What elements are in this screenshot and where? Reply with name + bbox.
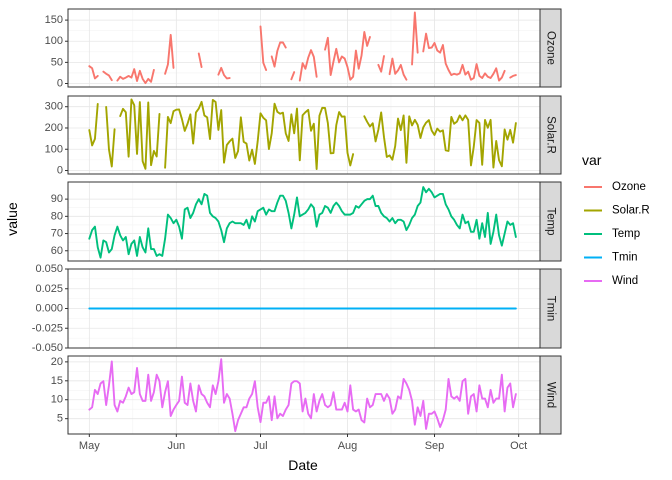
x-tick-label: Aug	[338, 440, 358, 452]
x-tick-label: Sep	[425, 440, 445, 452]
legend-item-ozone: Ozone	[582, 176, 646, 198]
legend-title: var	[582, 152, 602, 168]
legend-item-tmin: Tmin	[582, 246, 638, 269]
y-tick-label: -0.025	[32, 322, 63, 334]
y-tick-label: 50	[51, 56, 63, 68]
x-axis-title: Date	[288, 457, 318, 473]
x-tick-label: Oct	[510, 440, 527, 452]
facet-panel-temp: Temp 60 70 80 90	[51, 181, 562, 262]
y-tick-label: 150	[45, 14, 63, 26]
facet-strip-label: Solar.R	[545, 116, 557, 154]
legend-item-wind: Wind	[582, 270, 638, 292]
x-axis: May Jun Jul Aug Sep Oct	[79, 434, 527, 452]
series-line-wind	[88, 358, 517, 433]
facet-panel-solar-r: Solar.R 0 100 200 300	[45, 95, 562, 177]
legend-label: Ozone	[612, 181, 646, 193]
legend-item-temp: Temp	[582, 223, 640, 245]
facet-strip	[539, 95, 562, 175]
y-tick-label: 80	[51, 210, 63, 222]
facet-strip-label: Ozone	[545, 31, 557, 65]
y-tick-label: 0.050	[35, 263, 63, 275]
y-tick-label: 0.000	[35, 303, 63, 315]
y-axis-title: value	[4, 202, 20, 236]
facet-strip	[539, 268, 562, 349]
y-tick-label: 0	[57, 78, 63, 90]
y-tick-label: 300	[45, 101, 63, 113]
y-tick-label: 70	[51, 228, 63, 240]
facet-panel-ozone: Ozone 0 50 100 150	[45, 8, 562, 90]
y-tick-label: 20	[51, 356, 63, 368]
y-tick-label: 100	[45, 143, 63, 155]
facet-panel-wind: Wind 5 10 15 20	[51, 355, 562, 435]
y-tick-label: 100	[45, 35, 63, 47]
y-tick-label: 10	[51, 394, 63, 406]
facet-strip-label: Temp	[545, 207, 557, 235]
x-tick-label: Jun	[167, 440, 185, 452]
series-line-ozone	[88, 11, 517, 85]
facet-panel-tmin: Tmin -0.050 -0.025 0.000 0.025 0.050	[32, 263, 562, 354]
legend-label: Wind	[612, 275, 638, 287]
facet-strip-label: Wind	[545, 382, 557, 408]
facet-panels: Ozone 0 50 100 150 Solar.R 0 100 200 300 Temp 60 70 8…	[32, 8, 562, 435]
y-tick-label: 15	[51, 375, 63, 387]
y-tick-label: 5	[57, 413, 63, 425]
y-tick-label: 0.025	[35, 283, 63, 295]
legend-label: Tmin	[612, 252, 638, 264]
y-tick-label: 60	[51, 245, 63, 257]
x-tick-label: May	[79, 440, 100, 452]
series-line-temp	[88, 186, 517, 259]
series-line-solar-r	[88, 98, 517, 170]
legend-item-solar-r: Solar.R	[582, 199, 650, 222]
facet-strip-label: Tmin	[545, 296, 557, 322]
legend-label: Solar.R	[612, 205, 650, 217]
y-tick-label: -0.050	[32, 342, 63, 354]
legend: var Ozone Solar.R Temp Tmin Wind	[582, 152, 650, 292]
facet-strip	[539, 8, 562, 88]
x-tick-label: Jul	[253, 440, 267, 452]
y-tick-label: 200	[45, 122, 63, 134]
y-tick-label: 0	[57, 165, 63, 177]
facet-strip	[539, 181, 562, 262]
facet-strip	[539, 355, 562, 435]
y-tick-label: 90	[51, 193, 63, 205]
legend-label: Temp	[612, 228, 640, 240]
